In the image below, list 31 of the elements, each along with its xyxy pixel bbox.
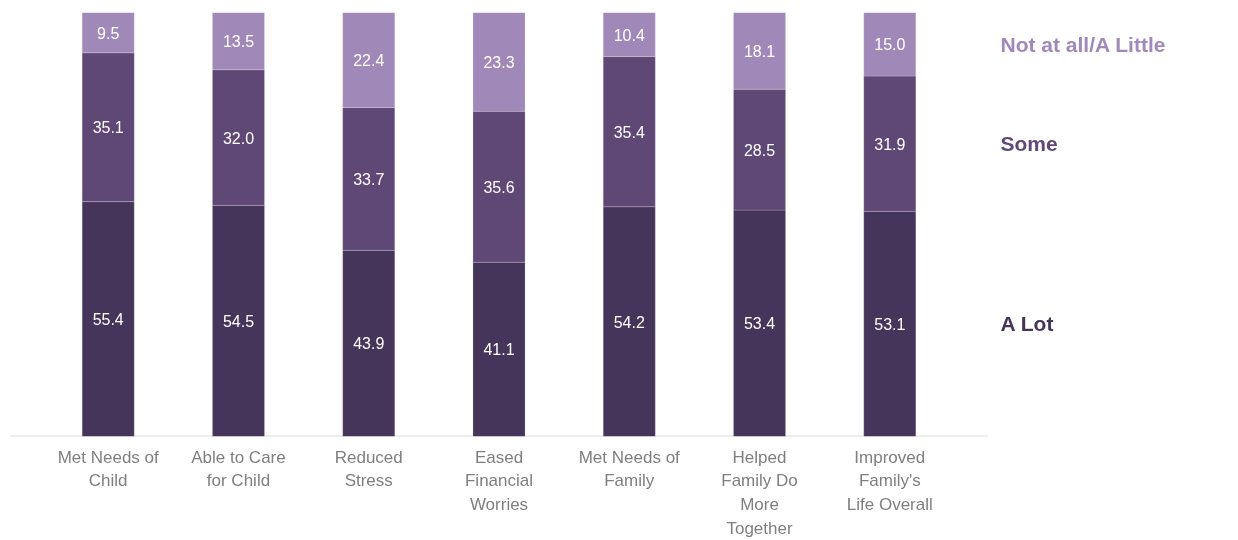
data-label: 23.3 [483, 53, 515, 71]
data-label: 35.1 [92, 119, 124, 137]
x-tick-label: Eased Financial Worries [464, 447, 534, 514]
x-tick-label: Reduced Stress [334, 447, 403, 491]
data-label: 13.5 [222, 33, 255, 51]
x-tick-label: Met Needs of Family [578, 447, 681, 491]
data-label: 18.1 [743, 42, 776, 60]
x-tick-label: Helped Family Do More Together [721, 447, 798, 538]
x-tick-label: Able to Care for Child [191, 447, 286, 491]
text: Not at all/A Little [1000, 32, 1166, 56]
data-label: 55.4 [92, 311, 124, 329]
data-label: 31.9 [874, 135, 906, 153]
data-label: 43.9 [353, 335, 385, 353]
data-label: 32.0 [222, 129, 255, 147]
data-label: 35.4 [613, 123, 645, 141]
data-label: 28.5 [743, 141, 776, 159]
x-tick-label: Met Needs of Child [57, 447, 160, 491]
data-label: 15.0 [874, 36, 906, 54]
text: Some [1000, 132, 1058, 156]
x-tick-label: Improved Family's Life Overall [846, 447, 933, 514]
data-label: 22.4 [353, 51, 385, 69]
data-label: 53.4 [743, 315, 776, 333]
data-label: 54.5 [222, 312, 255, 330]
data-label: 9.5 [97, 24, 120, 42]
data-label: 10.4 [613, 26, 645, 44]
data-label: 35.6 [483, 178, 515, 196]
data-label: 41.1 [483, 341, 515, 359]
text: A Lot [1000, 312, 1054, 336]
data-label: 54.2 [613, 313, 645, 331]
data-label: 33.7 [353, 170, 385, 188]
data-label: 53.1 [874, 315, 906, 333]
